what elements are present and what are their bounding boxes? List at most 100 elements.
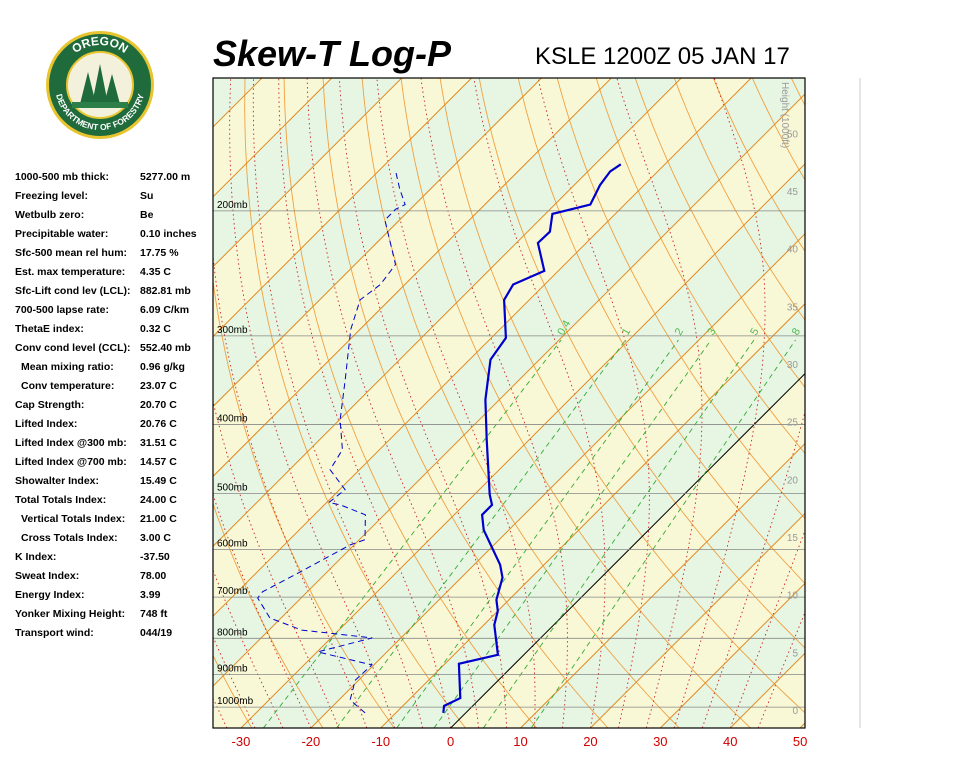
index-value: 15.49 C: [140, 475, 177, 487]
dry-adiabat: [213, 277, 395, 728]
dry-adiabat: [790, 78, 805, 107]
isotherm: [213, 78, 612, 478]
isotherm: [213, 78, 682, 547]
index-value: 24.00 C: [140, 494, 177, 506]
dry-adiabat: [213, 502, 324, 728]
index-label: Vertical Totals Index:: [21, 513, 125, 525]
mixing-ratio-label: 1: [620, 326, 633, 337]
moist-adiabat: [376, 78, 536, 728]
index-value: 552.40 mb: [140, 342, 191, 354]
index-value: 31.51 C: [140, 437, 177, 449]
dry-adiabat: [908, 78, 960, 728]
index-label: K Index:: [15, 551, 56, 563]
index-label: Lifted Index @700 mb:: [15, 456, 127, 468]
height-tick-label: 40: [787, 245, 799, 256]
index-label: 1000-500 mb thick:: [15, 171, 109, 183]
temp-band: [800, 723, 805, 728]
index-value: 0.10 inches: [140, 228, 197, 240]
index-value: 0.96 g/kg: [140, 361, 185, 373]
index-value: 5277.00 m: [140, 171, 190, 183]
isotherm: [659, 582, 805, 728]
index-value: 0.32 C: [140, 323, 171, 335]
dry-adiabat: [517, 78, 805, 584]
pressure-label: 200mb: [217, 200, 248, 211]
index-value: 20.76 C: [140, 418, 177, 430]
plot-overlay: 0.4 1 2 3 5 81000mb900mb800mb700mb600mb500mb4…: [217, 82, 803, 717]
mixing-ratio-line: [263, 339, 562, 728]
x-tick-label: -10: [371, 734, 390, 749]
index-label: Cross Totals Index:: [21, 532, 118, 544]
x-tick-label: 50: [793, 734, 807, 749]
height-axis-label: Height (1000ft): [779, 82, 790, 148]
isotherm: [240, 163, 805, 728]
dry-adiabat: [244, 78, 466, 728]
pressure-label: 300mb: [217, 325, 248, 336]
plot-frame: [212, 77, 806, 729]
temperature-line: [442, 163, 622, 714]
height-tick-label: 25: [787, 418, 799, 429]
dry-adiabat: [400, 78, 751, 728]
mixing-ratio-line: [530, 339, 796, 728]
index-label: Mean mixing ratio:: [21, 361, 114, 373]
mixing-ratio-line: [433, 339, 712, 728]
logo: OREGON DEPARTMENT OF FORESTRY: [46, 31, 154, 139]
isotherm: [799, 722, 805, 728]
pressure-label: 400mb: [217, 414, 248, 425]
x-tick-label: -30: [232, 734, 251, 749]
pressure-label: 500mb: [217, 482, 248, 493]
height-tick-label: 0: [792, 706, 798, 717]
dry-adiabat: [830, 78, 960, 728]
isotherm: [213, 78, 472, 338]
index-label: Cap Strength:: [15, 399, 84, 411]
dry-adiabat: [595, 78, 805, 455]
index-value: 3.99: [140, 589, 161, 601]
dewpoint-line: [257, 169, 406, 714]
moist-adiabat: [213, 251, 368, 728]
index-label: ThetaE index:: [15, 323, 84, 335]
dry-adiabat: [712, 78, 805, 253]
moist-adiabat: [757, 611, 805, 728]
mixing-ratio-line: [483, 339, 755, 728]
moist-adiabat: [473, 78, 606, 728]
index-value: 748 ft: [140, 608, 168, 620]
moist-adiabat: [338, 78, 508, 728]
isotherm: [213, 93, 805, 687]
logo-top: OREGON: [69, 34, 130, 56]
pressure-label: 1000mb: [217, 696, 254, 707]
pressure-label: 700mb: [217, 586, 248, 597]
chart-title: Skew-T Log-P: [213, 33, 452, 74]
index-label: Showalter Index:: [15, 475, 99, 487]
index-value: 6.09 C/km: [140, 304, 189, 316]
index-label: Conv temperature:: [21, 380, 114, 392]
index-label: Conv cond level (CCL):: [15, 342, 131, 354]
height-tick-label: 20: [787, 475, 799, 486]
dry-adiabat: [634, 78, 805, 389]
plot-area: [213, 78, 960, 728]
pressure-label: 600mb: [217, 539, 248, 550]
isotherm: [590, 512, 805, 728]
mixing-ratio-label: 3: [705, 326, 718, 337]
index-label: Energy Index:: [15, 589, 84, 601]
x-tick-label: -20: [301, 734, 320, 749]
x-tick-label: 20: [583, 734, 597, 749]
index-label: Transport wind:: [15, 627, 94, 639]
index-label: Wetbulb zero:: [15, 209, 84, 221]
index-label: Yonker Mixing Height:: [15, 608, 125, 620]
dry-adiabat: [947, 78, 960, 728]
height-tick-label: 45: [787, 187, 799, 198]
x-tick-label: 30: [653, 734, 667, 749]
dry-adiabat: [283, 78, 538, 728]
index-value: 20.70 C: [140, 399, 177, 411]
isotherm: [520, 442, 805, 728]
x-tick-label: 10: [513, 734, 527, 749]
moist-adiabat: [420, 78, 568, 728]
mixing-ratio-line: [396, 339, 679, 728]
index-value: Su: [140, 190, 153, 202]
isotherm: [380, 303, 805, 728]
index-label: Est. max temperature:: [15, 266, 125, 278]
dry-adiabat: [322, 78, 609, 728]
dry-adiabat: [673, 78, 805, 321]
height-tick-label: 30: [787, 360, 799, 371]
dry-adiabat: [556, 78, 805, 520]
index-label: Lifted Index:: [15, 418, 77, 430]
